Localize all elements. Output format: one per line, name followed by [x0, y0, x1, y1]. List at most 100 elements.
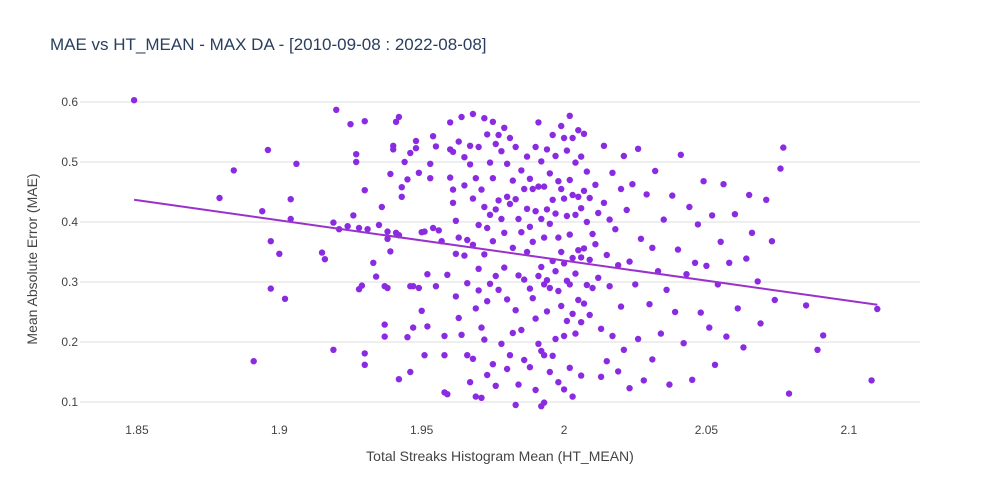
y-axis-title: Mean Absolute Error (MAE)	[24, 173, 40, 344]
data-point	[600, 142, 608, 149]
data-point	[421, 228, 428, 235]
data-point	[361, 187, 368, 194]
data-point	[552, 210, 559, 217]
data-point	[680, 340, 687, 347]
data-point	[572, 159, 579, 166]
data-point	[569, 254, 576, 262]
data-point	[503, 160, 511, 167]
data-point	[717, 238, 724, 245]
data-point	[720, 181, 727, 188]
data-point	[424, 323, 431, 330]
data-point	[361, 361, 368, 368]
data-point	[521, 356, 528, 364]
data-point	[381, 321, 388, 328]
data-point	[529, 185, 536, 193]
data-point	[706, 324, 713, 331]
x-tick-label: 2	[561, 423, 568, 437]
data-point	[449, 148, 457, 155]
data-point	[569, 191, 576, 199]
data-point	[475, 287, 482, 294]
data-point	[378, 203, 386, 211]
data-point	[427, 160, 434, 167]
trendline	[133, 198, 878, 306]
data-point	[543, 308, 551, 315]
trendline-layer	[133, 198, 878, 306]
data-point	[535, 183, 542, 190]
data-point	[441, 352, 448, 359]
data-point	[657, 330, 665, 337]
data-point	[481, 203, 488, 211]
data-point	[486, 280, 494, 287]
data-point	[569, 134, 576, 142]
data-point	[577, 205, 585, 212]
data-point	[455, 138, 462, 145]
data-point	[287, 196, 294, 203]
data-point	[449, 186, 457, 193]
data-point	[546, 220, 554, 227]
data-point	[293, 160, 300, 167]
data-point	[444, 391, 451, 398]
data-point	[478, 186, 485, 193]
data-point	[464, 236, 471, 244]
data-point	[230, 167, 237, 174]
data-point	[492, 140, 499, 148]
data-point	[780, 144, 787, 151]
y-axis-ticks: 0.1 0.2 0.3 0.4 0.5 0.6	[61, 95, 78, 409]
data-point	[469, 241, 477, 248]
y-tick-label: 0.3	[61, 275, 78, 289]
data-point	[546, 284, 554, 292]
data-point	[580, 300, 588, 307]
data-point	[592, 241, 599, 248]
data-point	[558, 122, 565, 130]
data-point	[586, 194, 593, 202]
data-point	[566, 176, 573, 184]
data-point	[521, 185, 528, 193]
data-point	[566, 112, 573, 120]
data-point	[372, 273, 380, 280]
data-point	[535, 272, 542, 280]
data-point	[660, 216, 667, 223]
data-point	[364, 226, 371, 233]
data-point	[353, 151, 360, 158]
data-point	[583, 218, 591, 226]
data-point	[740, 344, 747, 351]
data-point	[677, 151, 685, 158]
data-point	[461, 252, 468, 259]
data-point	[390, 142, 397, 149]
data-point	[506, 134, 514, 142]
data-point	[558, 185, 565, 193]
data-point	[264, 146, 272, 154]
data-point	[466, 142, 474, 149]
data-point	[583, 168, 591, 175]
data-point	[495, 131, 502, 139]
data-point	[407, 368, 414, 376]
data-point	[441, 332, 448, 340]
data-point	[617, 185, 625, 193]
data-point	[384, 235, 391, 242]
data-point	[569, 310, 576, 317]
data-point	[697, 309, 704, 316]
data-point	[620, 346, 628, 353]
data-point	[353, 158, 360, 166]
data-point	[452, 217, 460, 224]
data-point	[466, 379, 474, 386]
data-point	[130, 97, 138, 104]
data-point	[572, 211, 579, 218]
data-point	[535, 340, 542, 347]
data-point	[444, 271, 451, 278]
data-point	[558, 248, 565, 256]
data-point	[552, 152, 559, 160]
data-point	[632, 281, 639, 288]
x-axis-title: Total Streaks Histogram Mean (HT_MEAN)	[366, 448, 634, 464]
data-point	[515, 272, 522, 279]
data-point	[663, 286, 670, 293]
data-point	[472, 305, 479, 312]
data-point	[603, 358, 610, 365]
data-point	[216, 194, 223, 202]
data-point	[555, 234, 562, 241]
data-point	[540, 352, 548, 359]
data-point	[418, 307, 425, 314]
data-point	[529, 238, 536, 245]
